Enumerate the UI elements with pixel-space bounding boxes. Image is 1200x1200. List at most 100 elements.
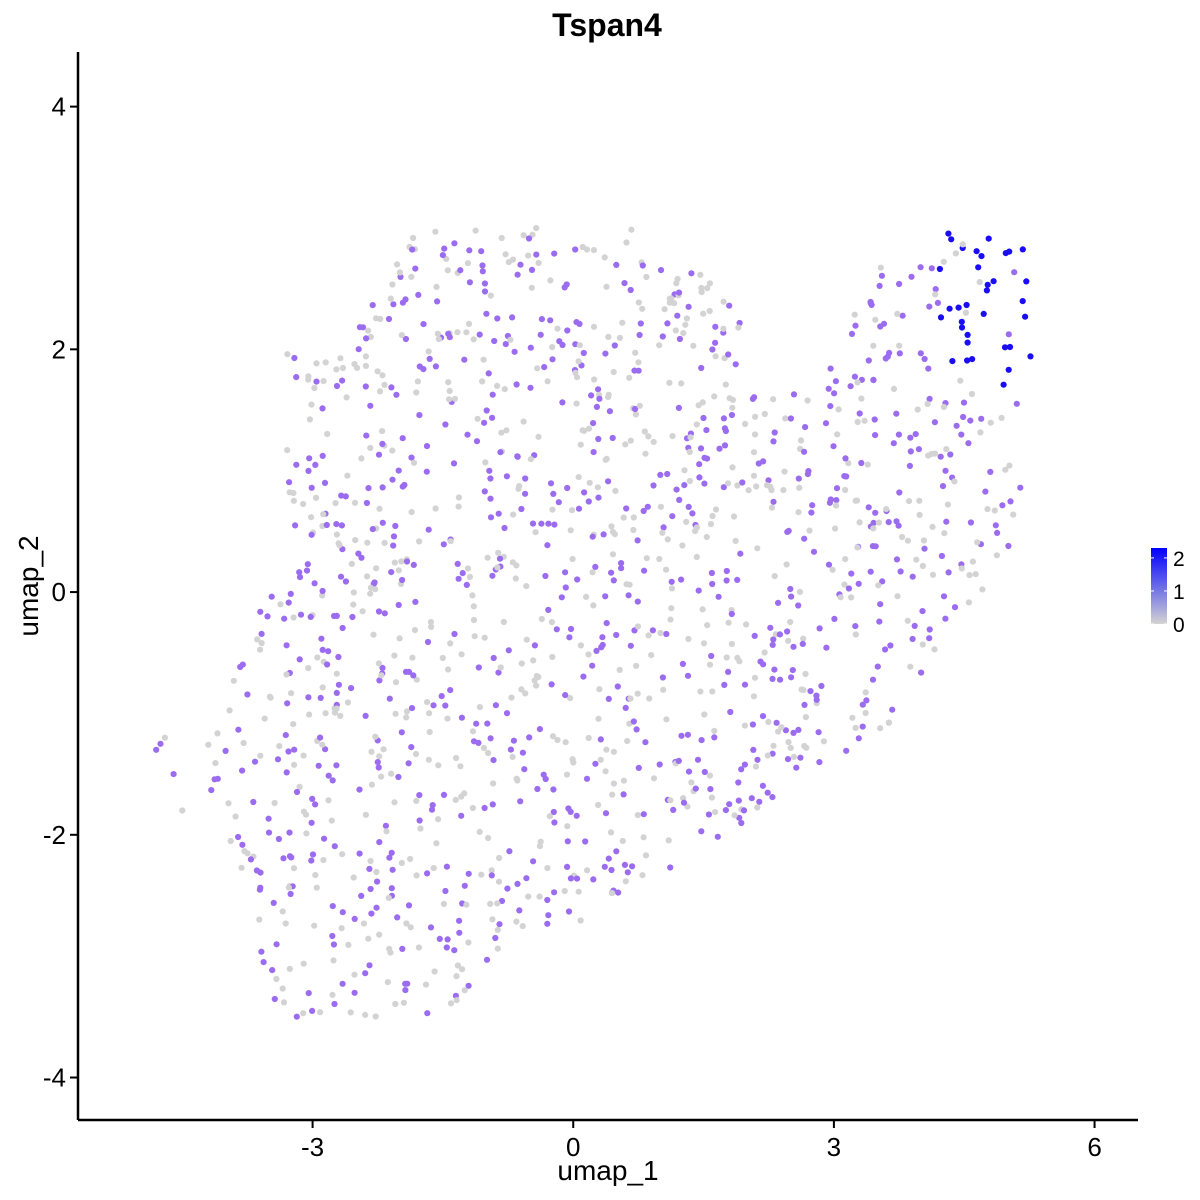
- data-point: [646, 695, 653, 702]
- data-point: [371, 579, 378, 586]
- data-point: [291, 746, 298, 753]
- data-point: [367, 402, 374, 409]
- data-point: [305, 990, 312, 997]
- data-point: [593, 403, 601, 410]
- data-point: [476, 828, 483, 836]
- data-point: [634, 690, 641, 697]
- data-point: [577, 441, 584, 448]
- data-point: [342, 493, 349, 500]
- data-point: [339, 851, 346, 858]
- data-point: [550, 786, 557, 793]
- data-point: [509, 753, 516, 761]
- data-point: [412, 265, 419, 272]
- data-point: [1001, 344, 1009, 351]
- data-point: [609, 890, 616, 897]
- data-point: [545, 606, 552, 614]
- data-point: [802, 714, 810, 721]
- data-point: [544, 896, 551, 904]
- data-point: [693, 421, 700, 428]
- data-point: [459, 966, 466, 973]
- data-point: [1007, 498, 1014, 505]
- data-point: [735, 324, 742, 331]
- data-point: [650, 482, 657, 489]
- data-point: [588, 392, 595, 399]
- data-point: [433, 283, 440, 290]
- data-point: [367, 333, 374, 341]
- data-point: [375, 764, 382, 771]
- data-point: [938, 552, 946, 560]
- data-point: [566, 634, 573, 641]
- data-point: [690, 342, 697, 349]
- data-point: [1013, 400, 1020, 407]
- data-point: [920, 537, 928, 544]
- data-point: [293, 461, 300, 468]
- data-point: [333, 521, 340, 528]
- data-point: [393, 391, 400, 398]
- data-point: [639, 262, 646, 269]
- data-point: [212, 760, 219, 767]
- data-point: [495, 510, 502, 517]
- data-point: [703, 455, 711, 462]
- data-point: [319, 741, 326, 748]
- data-point: [373, 904, 380, 911]
- data-point: [914, 406, 921, 413]
- data-point: [1027, 353, 1034, 360]
- data-point: [396, 269, 403, 276]
- data-point: [585, 734, 592, 742]
- data-point: [376, 839, 383, 846]
- data-point: [363, 335, 370, 342]
- data-point: [549, 653, 556, 661]
- data-point: [481, 804, 488, 812]
- data-point: [497, 664, 504, 671]
- data-point: [703, 427, 710, 434]
- data-point: [423, 443, 431, 450]
- data-point: [572, 246, 579, 253]
- data-point: [782, 415, 789, 422]
- data-point: [775, 599, 782, 607]
- data-point: [734, 482, 741, 489]
- y-tick-label: 0: [52, 577, 66, 607]
- data-point: [771, 666, 778, 673]
- data-point: [473, 438, 481, 445]
- data-point: [630, 514, 637, 521]
- data-point: [734, 576, 741, 584]
- data-point: [282, 732, 289, 739]
- data-point: [592, 760, 599, 767]
- data-point: [508, 314, 516, 321]
- data-point: [337, 712, 344, 720]
- data-point: [648, 652, 655, 659]
- data-point: [833, 485, 841, 492]
- data-point: [631, 367, 638, 374]
- data-point: [787, 744, 794, 752]
- data-point: [385, 894, 392, 902]
- data-point: [478, 871, 485, 878]
- data-point: [457, 267, 464, 274]
- data-point: [434, 298, 441, 305]
- data-point: [738, 819, 745, 827]
- data-point: [368, 910, 375, 917]
- data-point: [268, 593, 275, 600]
- data-point: [304, 561, 311, 568]
- data-point: [660, 686, 667, 693]
- data-point: [402, 987, 409, 994]
- data-point: [426, 710, 433, 717]
- data-point: [887, 642, 894, 649]
- data-point: [478, 248, 485, 255]
- data-point: [709, 512, 716, 520]
- data-point: [845, 460, 852, 467]
- data-point: [924, 400, 931, 408]
- data-point: [405, 760, 412, 767]
- data-point: [709, 346, 716, 353]
- data-point: [547, 317, 554, 324]
- data-point: [664, 320, 671, 327]
- data-point: [381, 610, 388, 617]
- data-point: [575, 358, 582, 365]
- data-point: [501, 524, 508, 532]
- x-axis-title: umap_1: [557, 1155, 658, 1186]
- data-point: [610, 748, 618, 755]
- data-point: [750, 449, 758, 456]
- data-point: [816, 625, 823, 632]
- data-point: [575, 474, 582, 481]
- data-point: [826, 499, 834, 506]
- data-point: [575, 888, 582, 895]
